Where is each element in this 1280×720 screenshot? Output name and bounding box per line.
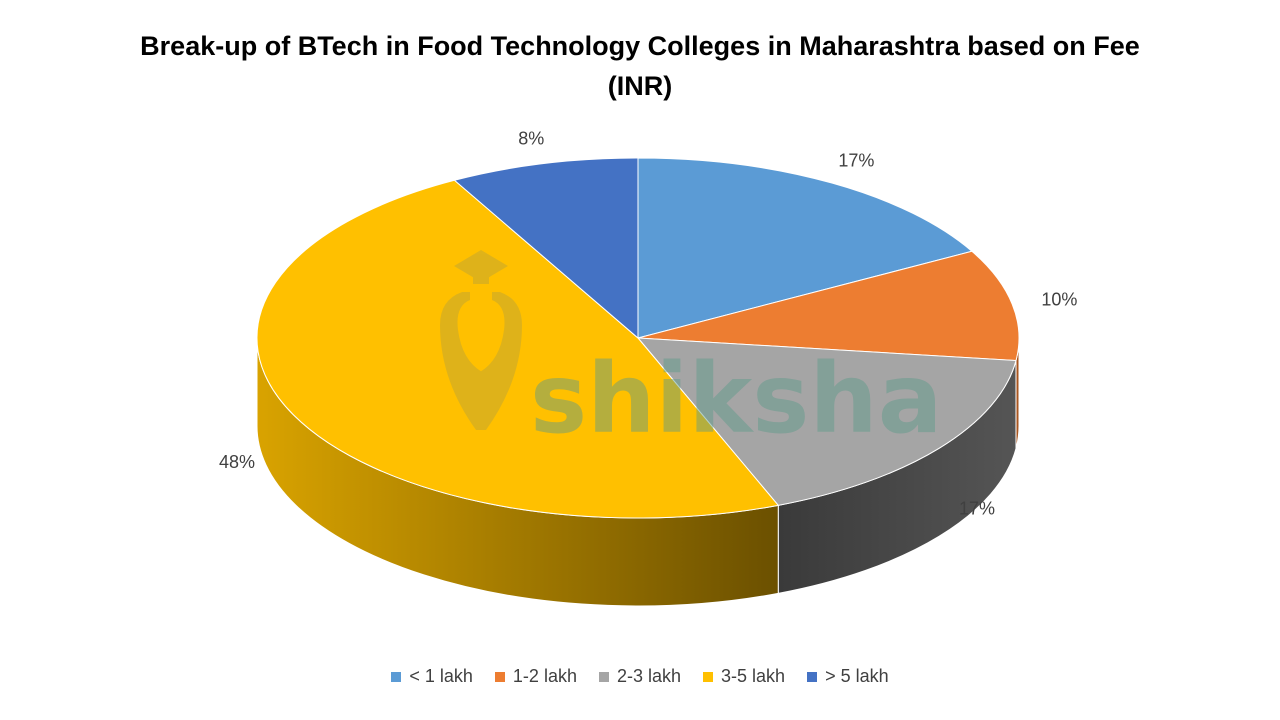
data-labels: 17% 10% 17% 48% 8%: [219, 128, 1077, 518]
pie-slice-2-3-lakh[interactable]: [636, 337, 1017, 506]
data-label-3-5-lakh: 48%: [219, 452, 255, 472]
legend: < 1 lakh 1-2 lakh 2-3 lakh 3-5 lakh > 5 lakh: [0, 666, 1280, 687]
pie-top: [256, 157, 1020, 519]
legend-item-5-lakh[interactable]: > 5 lakh: [807, 666, 889, 687]
legend-swatch-icon: [807, 671, 818, 682]
legend-swatch-icon: [598, 671, 609, 682]
pie-slice-1-lakh[interactable]: [637, 157, 973, 339]
legend-item-1-2-lakh[interactable]: 1-2 lakh: [494, 666, 577, 687]
legend-swatch-icon: [494, 671, 505, 682]
watermark: shiksha: [440, 250, 943, 455]
legend-item-3-5-lakh[interactable]: 3-5 lakh: [703, 666, 785, 687]
legend-label: 2-3 lakh: [616, 666, 682, 686]
legend-label: 1-2 lakh: [512, 666, 577, 686]
pie-slice-1-2-lakh[interactable]: [637, 250, 1020, 362]
legend-label: > 5 lakh: [825, 666, 889, 686]
chart-title: Break-up of BTech in Food Technology Col…: [140, 31, 1140, 101]
legend-swatch-icon: [391, 671, 402, 682]
legend-swatch-icon: [703, 671, 714, 682]
data-label-1-lakh: 17%: [838, 151, 874, 171]
watermark-logo-icon: [440, 250, 522, 430]
data-label-1-2-lakh: 10%: [1041, 289, 1077, 309]
legend-label: < 1 lakh: [409, 666, 473, 686]
data-label-5-lakh: 8%: [518, 128, 544, 148]
data-label-2-3-lakh: 17%: [959, 498, 995, 518]
pie-slice-3-5-lakh[interactable]: [256, 179, 780, 519]
legend-item-1-lakh[interactable]: < 1 lakh: [391, 666, 473, 687]
legend-label: 3-5 lakh: [721, 666, 786, 686]
pie-slice-5-lakh[interactable]: [453, 157, 639, 340]
watermark-text: shiksha: [530, 343, 943, 455]
legend-item-2-3-lakh[interactable]: 2-3 lakh: [598, 666, 682, 687]
